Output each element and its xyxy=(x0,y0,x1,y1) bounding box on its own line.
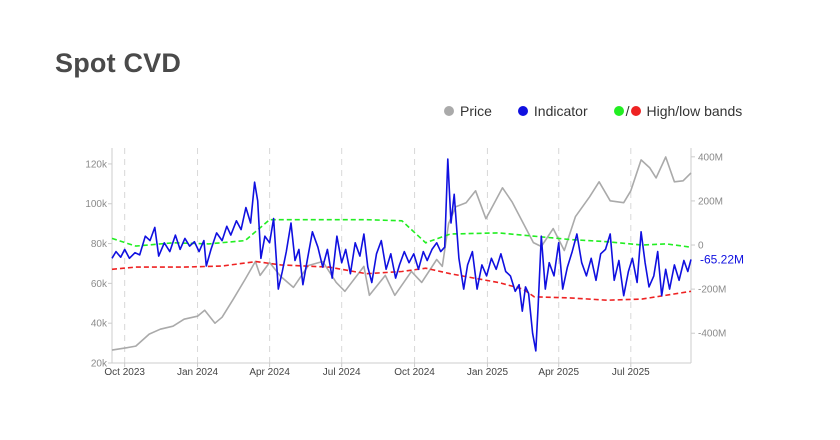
indicator-line xyxy=(111,158,692,352)
low-band-line xyxy=(111,260,692,302)
right-tick-label: 200M xyxy=(698,196,723,207)
left-tick-label: 40k xyxy=(91,319,108,330)
x-tick-label: Apr 2024 xyxy=(249,367,290,378)
high-band-line xyxy=(111,218,692,248)
x-tick-label: Jul 2024 xyxy=(323,367,361,378)
right-tick-label: -200M xyxy=(698,285,726,296)
legend-label-price: Price xyxy=(460,103,492,119)
legend-label-bands: High/low bands xyxy=(646,103,743,119)
series-layer xyxy=(111,156,692,352)
x-tick-label: Jul 2025 xyxy=(612,367,650,378)
x-tick-label: Jan 2024 xyxy=(177,367,219,378)
legend-label-indicator: Indicator xyxy=(533,103,588,119)
vertical-grid xyxy=(124,148,632,363)
x-tick-label: Oct 2023 xyxy=(104,367,145,378)
x-tick-label: Jan 2025 xyxy=(467,367,509,378)
left-tick-label: 120k xyxy=(85,159,108,170)
high-band-dot-icon xyxy=(613,106,624,116)
low-band-dot-icon xyxy=(630,106,641,116)
axes xyxy=(108,148,695,367)
legend-bands-slash: / xyxy=(625,103,630,119)
price-dot-icon xyxy=(444,106,454,116)
indicator-dot-icon xyxy=(517,106,528,116)
tick-labels: Oct 2023 Jan 2024 Apr 2024 Jul 2024 Oct 2024… xyxy=(85,152,744,378)
legend-item-price[interactable]: Price xyxy=(444,103,492,119)
legend-item-indicator[interactable]: Indicator xyxy=(517,103,588,119)
x-tick-label: Apr 2025 xyxy=(538,367,579,378)
legend-item-bands[interactable]: / High/low bands xyxy=(613,103,743,119)
right-tick-label: 0 xyxy=(698,241,704,252)
left-tick-label: 60k xyxy=(91,279,108,290)
legend: Price Indicator / High/low bands xyxy=(444,103,742,119)
left-tick-label: 20k xyxy=(91,359,108,370)
chart-title: Spot CVD xyxy=(55,48,182,78)
left-tick-label: 100k xyxy=(85,199,108,210)
x-tick-label: Oct 2024 xyxy=(394,367,435,378)
right-tick-label: 400M xyxy=(698,152,723,163)
left-tick-label: 80k xyxy=(91,239,108,250)
indicator-last-value: -65.22M xyxy=(700,252,744,266)
right-tick-label: -400M xyxy=(698,329,726,340)
price-line xyxy=(111,156,692,351)
